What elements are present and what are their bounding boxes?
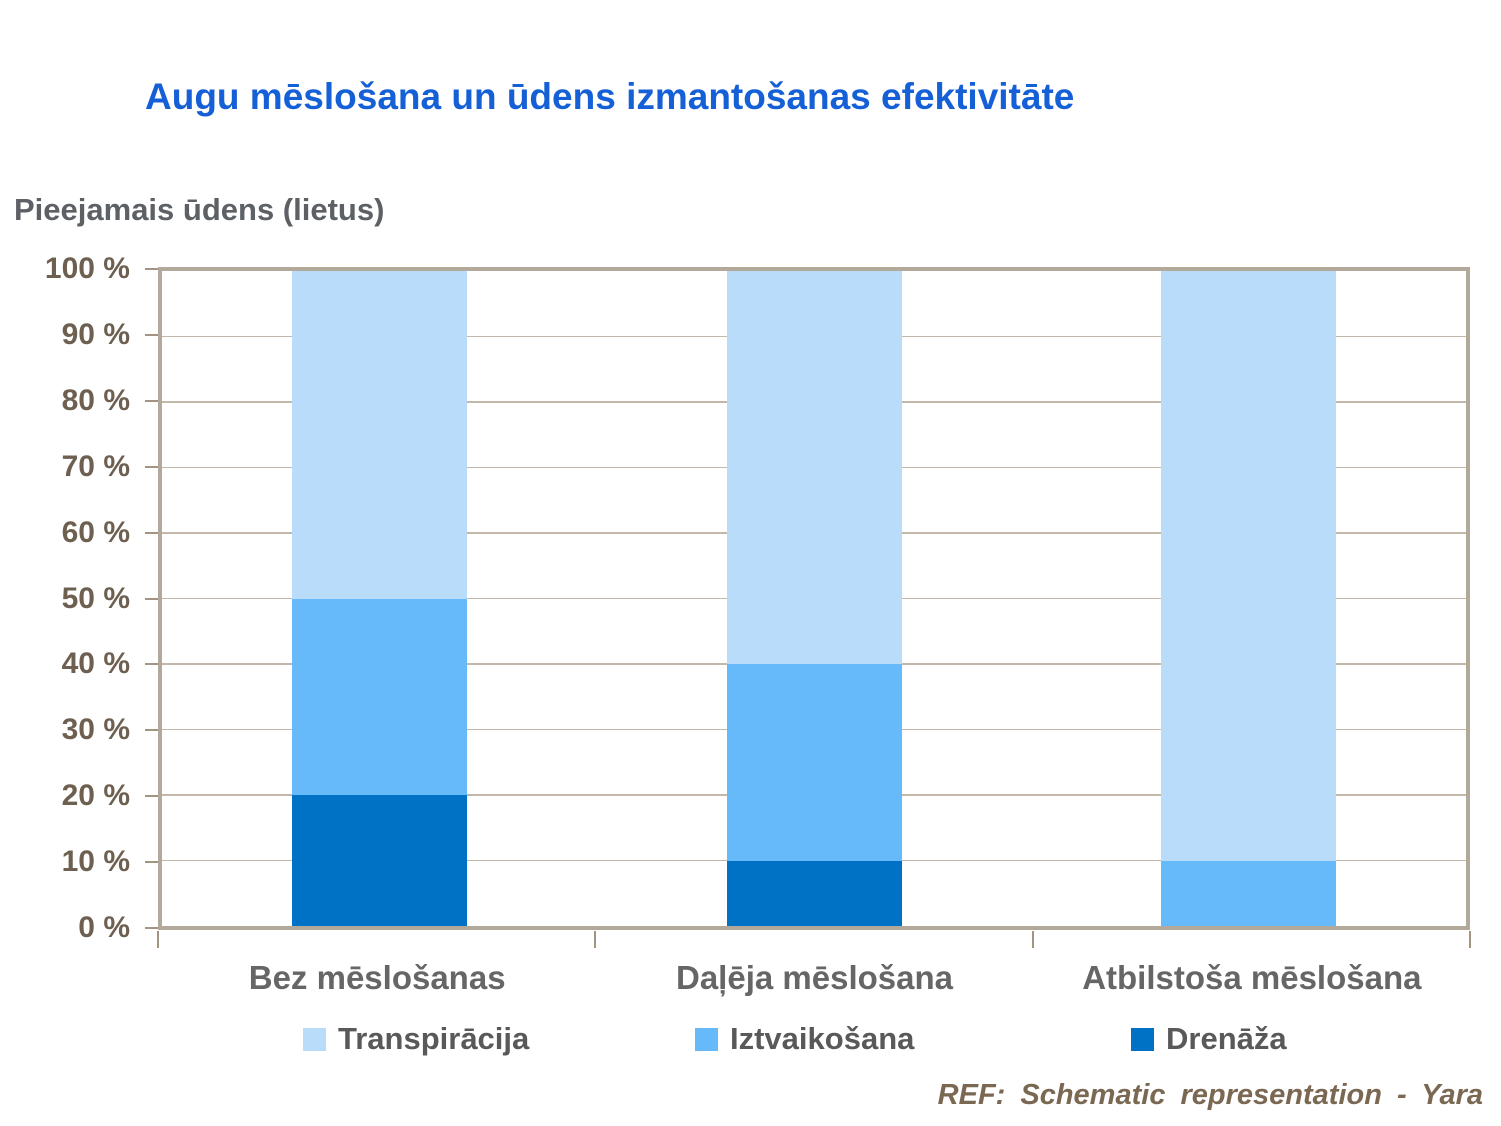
ytick-label-40: 40 % [61, 647, 130, 681]
ytick-mark-50 [145, 597, 158, 600]
bar-segment-drenāža [726, 860, 902, 926]
category-label-2: Daļēja mēslošana [676, 959, 953, 996]
ytick-label-70: 70 % [61, 449, 130, 483]
bar-segment-iztvaikošana [726, 664, 902, 861]
legend-item-iztvaikošana: Iztvaikošana [695, 1021, 914, 1057]
legend-item-drenāža: Drenāža [1131, 1021, 1287, 1057]
ytick-label-0: 0 % [78, 911, 130, 944]
chart-title: Augu mēslošana un ūdens izmantošanas efe… [145, 76, 1075, 117]
bar-segment-iztvaikošana [291, 598, 467, 795]
plot-area [158, 267, 1470, 930]
footer-reference: REF: Schematic representation - Yara [937, 1079, 1483, 1111]
ytick-mark-0 [145, 927, 158, 929]
ytick-label-10: 10 % [61, 845, 130, 879]
ytick-label-100: 100 % [44, 252, 130, 285]
ytick-label-60: 60 % [61, 515, 130, 549]
legend-item-transpirācija: Transpirācija [303, 1021, 529, 1057]
ytick-label-80: 80 % [61, 383, 130, 417]
ytick-mark-10 [145, 861, 158, 864]
legend-swatch-icon [695, 1027, 718, 1051]
xtick-mark-0 [157, 931, 159, 948]
bar-1 [291, 271, 467, 926]
legend-swatch-icon [1131, 1027, 1154, 1051]
ytick-mark-30 [145, 729, 158, 732]
xtick-mark-1 [594, 931, 597, 948]
ytick-label-50: 50 % [61, 581, 130, 615]
y-axis-title: Pieejamais ūdens (lietus) [14, 192, 385, 227]
category-label-1: Bez mēslošanas [248, 959, 506, 996]
bar-segment-transpirācija [726, 271, 902, 664]
ytick-mark-40 [145, 663, 158, 666]
ytick-mark-70 [145, 465, 158, 468]
ytick-mark-80 [145, 399, 158, 402]
ytick-label-30: 30 % [61, 713, 130, 747]
xtick-mark-3 [1469, 931, 1471, 948]
ytick-mark-20 [145, 795, 158, 798]
legend-swatch-icon [303, 1027, 326, 1051]
bar-3 [1161, 271, 1337, 926]
legend-label: Transpirācija [338, 1021, 530, 1056]
ytick-label-90: 90 % [61, 317, 130, 351]
bar-segment-transpirācija [291, 271, 467, 599]
bar-segment-transpirācija [1161, 271, 1337, 861]
bar-2 [726, 271, 902, 926]
ytick-mark-60 [145, 531, 158, 534]
legend-label: Iztvaikošana [730, 1021, 915, 1056]
ytick-label-20: 20 % [61, 779, 130, 813]
ytick-mark-90 [145, 333, 158, 336]
category-label-3: Atbilstoša mēslošana [1082, 959, 1422, 996]
bar-segment-drenāža [291, 795, 467, 926]
legend-label: Drenāža [1166, 1021, 1287, 1056]
xtick-mark-2 [1031, 931, 1034, 948]
ytick-mark-100 [145, 268, 158, 270]
bar-segment-iztvaikošana [1161, 860, 1337, 926]
